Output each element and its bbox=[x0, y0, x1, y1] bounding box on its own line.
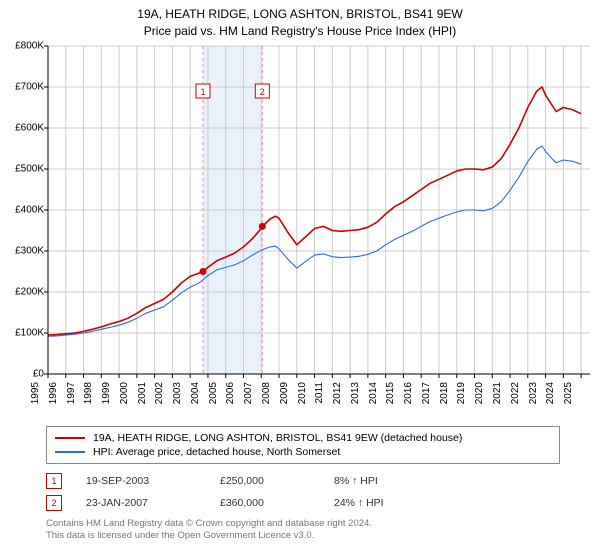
attribution-line: This data is licensed under the Open Gov… bbox=[46, 530, 560, 543]
sales-row: 1 19-SEP-2003 £250,000 8% ↑ HPI bbox=[46, 470, 560, 492]
sale-date: 23-JAN-2007 bbox=[86, 497, 196, 509]
title-block: 19A, HEATH RIDGE, LONG ASHTON, BRISTOL, … bbox=[0, 0, 600, 40]
y-axis-tick-label: £400K bbox=[0, 204, 44, 215]
legend-swatch bbox=[55, 451, 85, 453]
svg-text:2: 2 bbox=[260, 87, 265, 97]
y-axis-tick-label: £700K bbox=[0, 81, 44, 92]
sale-date: 19-SEP-2003 bbox=[86, 475, 196, 487]
chart-svg: 12 bbox=[0, 40, 600, 422]
sale-delta: 8% ↑ HPI bbox=[334, 475, 378, 487]
sales-row: 2 23-JAN-2007 £360,000 24% ↑ HPI bbox=[46, 492, 560, 514]
y-axis-tick-label: £500K bbox=[0, 163, 44, 174]
sale-marker-icon: 1 bbox=[46, 473, 62, 489]
sale-price: £250,000 bbox=[220, 475, 310, 487]
svg-text:1: 1 bbox=[200, 87, 205, 97]
y-axis-tick-label: £0 bbox=[0, 368, 44, 379]
chart-area: 12 £0£100K£200K£300K£400K£500K£600K£700K… bbox=[0, 40, 600, 422]
legend-item: HPI: Average price, detached house, Nort… bbox=[55, 445, 551, 459]
attribution: Contains HM Land Registry data © Crown c… bbox=[46, 518, 560, 544]
legend-label: 19A, HEATH RIDGE, LONG ASHTON, BRISTOL, … bbox=[93, 432, 462, 444]
legend-label: HPI: Average price, detached house, Nort… bbox=[93, 446, 340, 458]
legend-swatch bbox=[55, 437, 85, 439]
chart-title: 19A, HEATH RIDGE, LONG ASHTON, BRISTOL, … bbox=[0, 6, 600, 23]
sale-price: £360,000 bbox=[220, 497, 310, 509]
sale-marker-icon: 2 bbox=[46, 495, 62, 511]
y-axis-tick-label: £300K bbox=[0, 245, 44, 256]
chart-container: 19A, HEATH RIDGE, LONG ASHTON, BRISTOL, … bbox=[0, 0, 600, 543]
chart-subtitle: Price paid vs. HM Land Registry's House … bbox=[0, 23, 600, 40]
x-axis-tick-label: 2025 bbox=[563, 382, 599, 404]
attribution-line: Contains HM Land Registry data © Crown c… bbox=[46, 518, 560, 531]
legend-item: 19A, HEATH RIDGE, LONG ASHTON, BRISTOL, … bbox=[55, 431, 551, 445]
sale-delta: 24% ↑ HPI bbox=[334, 497, 384, 509]
legend: 19A, HEATH RIDGE, LONG ASHTON, BRISTOL, … bbox=[46, 426, 560, 464]
y-axis-tick-label: £100K bbox=[0, 327, 44, 338]
y-axis-tick-label: £800K bbox=[0, 40, 44, 51]
y-axis-tick-label: £200K bbox=[0, 286, 44, 297]
sales-table: 1 19-SEP-2003 £250,000 8% ↑ HPI 2 23-JAN… bbox=[46, 470, 560, 514]
y-axis-tick-label: £600K bbox=[0, 122, 44, 133]
